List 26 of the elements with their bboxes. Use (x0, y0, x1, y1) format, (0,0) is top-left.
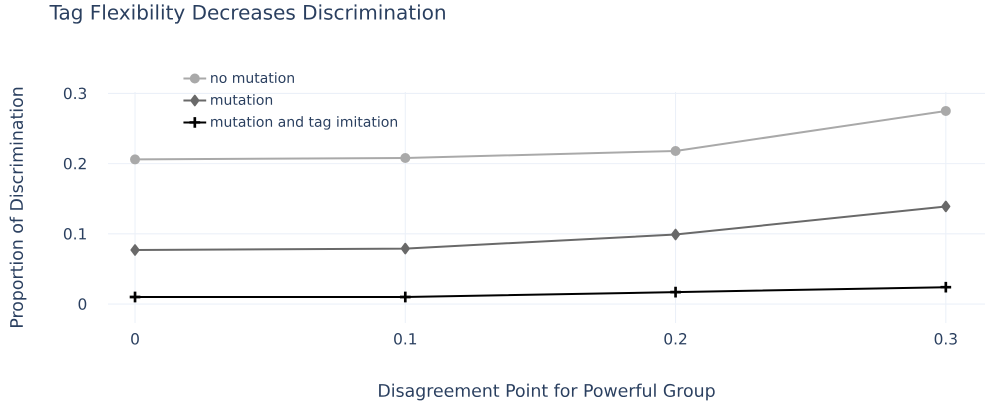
point (670, 146, 681, 156)
x-tick-label: 0.2 (664, 333, 686, 345)
chart-title: Tag Flexibility Decreases Discrimination (50, 4, 445, 24)
y-tick-label: 0.1 (64, 228, 86, 240)
point (668, 285, 682, 299)
point (128, 290, 142, 304)
y-tick-label: 0 (78, 298, 86, 310)
y-tick-label: 0.2 (64, 158, 86, 170)
legend-label: no mutation (211, 72, 294, 84)
point (400, 242, 410, 254)
point (130, 154, 140, 164)
y-tick-label: 0.3 (64, 88, 86, 100)
y-axis-title: Proportion of Discrimination (10, 88, 26, 327)
point (398, 290, 412, 304)
point (939, 280, 952, 294)
point (940, 106, 951, 116)
legend-label: mutation (211, 94, 272, 105)
point (130, 244, 140, 256)
x-tick-label: 0 (131, 333, 139, 345)
point (670, 228, 680, 240)
point (400, 153, 410, 163)
legend-label: mutation and tag imitation (211, 116, 398, 130)
x-tick-label: 0.3 (934, 333, 957, 345)
x-tick-label: 0.1 (394, 333, 416, 345)
point (941, 200, 950, 212)
x-axis-title: Disagreement Point for Powerful Group (379, 384, 715, 400)
